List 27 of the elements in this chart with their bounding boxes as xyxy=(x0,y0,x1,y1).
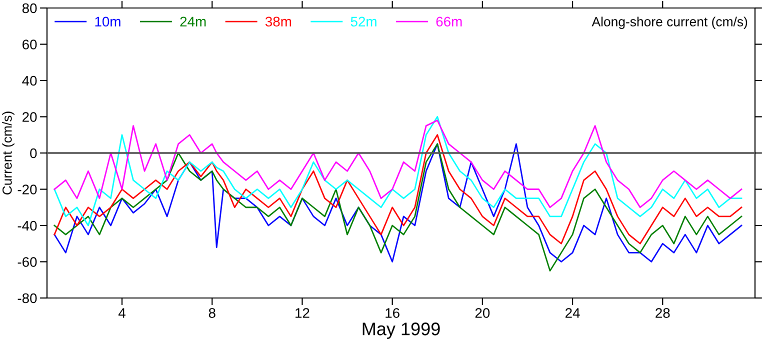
y-tick-label: -20 xyxy=(18,184,37,194)
line-series xyxy=(54,116,742,226)
x-tick-label: 4 xyxy=(118,308,126,318)
x-tick-label: 16 xyxy=(386,308,400,318)
annotation: Along-shore current (cm/s) xyxy=(592,16,748,29)
y-tick-label: 20 xyxy=(22,112,37,122)
y-tick-label: -60 xyxy=(18,257,37,267)
legend-label: 66m xyxy=(436,16,462,27)
y-axis-title: Current (cm/s) xyxy=(2,112,14,194)
y-tick-label: 40 xyxy=(22,76,37,86)
line-series xyxy=(54,120,742,208)
y-tick-label: 80 xyxy=(22,3,37,14)
x-tick-label: 12 xyxy=(296,308,310,318)
x-axis-title: May 1999 xyxy=(362,322,440,339)
x-tick-label: 24 xyxy=(566,308,580,318)
legend-label: 10m xyxy=(95,16,120,27)
y-tick-label: 60 xyxy=(22,40,37,50)
legend-label: 38m xyxy=(265,16,292,27)
x-tick-label: 20 xyxy=(475,308,490,318)
legend-label: 52m xyxy=(350,16,376,27)
x-tick-label: 28 xyxy=(656,308,670,318)
y-tick-label: 0 xyxy=(30,148,37,158)
y-tick-label: -40 xyxy=(18,220,37,231)
legend-label: 24m xyxy=(180,16,206,26)
x-tick-label: 8 xyxy=(208,308,216,318)
y-tick-label: -80 xyxy=(18,293,37,304)
line-series xyxy=(54,134,742,244)
